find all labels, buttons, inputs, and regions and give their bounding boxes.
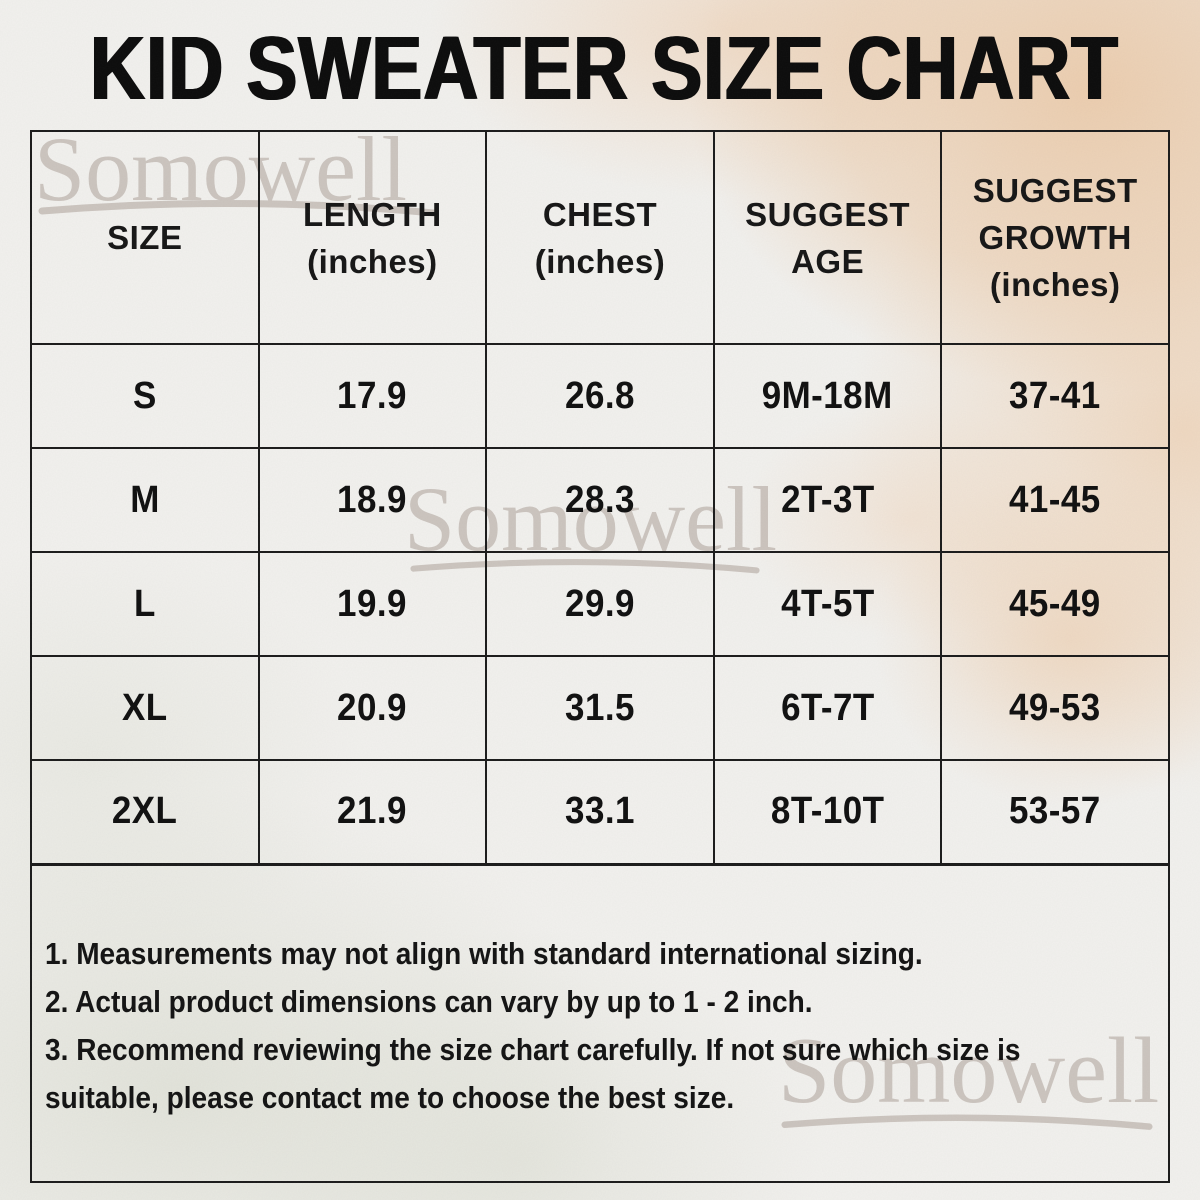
cell-growth: 45-49	[940, 551, 1170, 657]
cell-age: 8T-10T	[712, 759, 943, 865]
header-row: SIZE LENGTH (inches) CHEST (inches) SUGG…	[30, 130, 1170, 345]
notes-cell: 1. Measurements may not align with stand…	[30, 862, 1170, 1183]
note-3: 3. Recommend reviewing the size chart ca…	[45, 1031, 1021, 1115]
note-1: 1. Measurements may not align with stand…	[45, 935, 923, 971]
cell-size: XL	[30, 655, 260, 761]
notes-list: 1. Measurements may not align with stand…	[45, 930, 1140, 1122]
cell-size: 2XL	[30, 759, 260, 865]
cell-age: 9M-18M	[712, 343, 943, 449]
cell-size: L	[30, 551, 260, 657]
cell-length: 18.9	[257, 447, 488, 553]
cell-age: 2T-3T	[712, 447, 943, 553]
header-label: GROWTH	[978, 219, 1132, 256]
notes-row: 1. Measurements may not align with stand…	[30, 862, 1170, 1183]
cell-growth: 49-53	[940, 655, 1170, 761]
header-label: CHEST	[542, 195, 658, 233]
header-label: LENGTH	[303, 195, 442, 233]
header-label: SIZE	[107, 219, 183, 256]
page-title: KID SWEATER SIZE CHART	[90, 19, 1119, 119]
column-header-size: SIZE	[30, 130, 260, 345]
cell-chest: 29.9	[485, 551, 715, 657]
table-row-m: M 18.9 28.3 2T-3T 41-45	[30, 447, 1170, 553]
cell-length: 21.9	[257, 759, 488, 865]
cell-chest: 28.3	[485, 447, 715, 553]
cell-age: 6T-7T	[712, 655, 943, 761]
table-row-xl: XL 20.9 31.5 6T-7T 49-53	[30, 655, 1170, 761]
header-label: AGE	[791, 242, 865, 280]
size-chart-table: SIZE LENGTH (inches) CHEST (inches) SUGG…	[30, 130, 1170, 1183]
cell-chest: 26.8	[485, 343, 715, 449]
cell-age: 4T-5T	[712, 551, 943, 657]
cell-growth: 53-57	[940, 759, 1170, 865]
cell-size: S	[30, 343, 260, 449]
note-2: 2. Actual product dimensions can vary by…	[45, 983, 813, 1019]
cell-growth: 37-41	[940, 343, 1170, 449]
table-row-s: S 17.9 26.8 9M-18M 37-41	[30, 343, 1170, 449]
table-row-l: L 19.9 29.9 4T-5T 45-49	[30, 551, 1170, 657]
cell-length: 19.9	[257, 551, 488, 657]
header-label: SUGGEST	[745, 195, 910, 233]
column-header-chest: CHEST (inches)	[485, 130, 715, 345]
column-header-suggest-growth: SUGGEST GROWTH (inches)	[940, 130, 1170, 345]
cell-chest: 33.1	[485, 759, 715, 865]
cell-length: 17.9	[257, 343, 488, 449]
column-header-length: LENGTH (inches)	[257, 130, 488, 345]
cell-chest: 31.5	[485, 655, 715, 761]
header-unit: (inches)	[534, 242, 666, 280]
table-row-2xl: 2XL 21.9 33.1 8T-10T 53-57	[30, 759, 1170, 865]
header-unit: (inches)	[989, 266, 1121, 303]
cell-size: M	[30, 447, 260, 553]
cell-length: 20.9	[257, 655, 488, 761]
header-unit: (inches)	[307, 242, 438, 280]
header-label: SUGGEST	[972, 172, 1138, 209]
column-header-suggest-age: SUGGEST AGE	[712, 130, 943, 345]
cell-growth: 41-45	[940, 447, 1170, 553]
